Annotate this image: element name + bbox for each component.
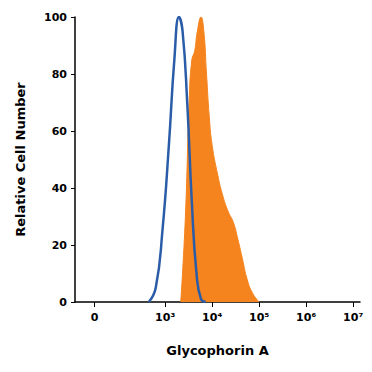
svg-text:100: 100 bbox=[44, 11, 67, 24]
svg-text:0: 0 bbox=[91, 311, 99, 324]
svg-text:10⁴: 10⁴ bbox=[202, 311, 222, 324]
svg-text:60: 60 bbox=[52, 125, 68, 138]
svg-text:10⁵: 10⁵ bbox=[249, 311, 269, 324]
svg-text:20: 20 bbox=[52, 239, 68, 252]
svg-text:0: 0 bbox=[59, 296, 67, 309]
svg-text:40: 40 bbox=[52, 182, 68, 195]
svg-text:10⁶: 10⁶ bbox=[296, 311, 316, 324]
svg-text:10³: 10³ bbox=[155, 311, 175, 324]
svg-text:Relative Cell Number: Relative Cell Number bbox=[13, 82, 28, 237]
svg-text:Glycophorin A: Glycophorin A bbox=[166, 343, 268, 358]
svg-text:10⁷: 10⁷ bbox=[343, 311, 363, 324]
svg-text:80: 80 bbox=[52, 68, 68, 81]
